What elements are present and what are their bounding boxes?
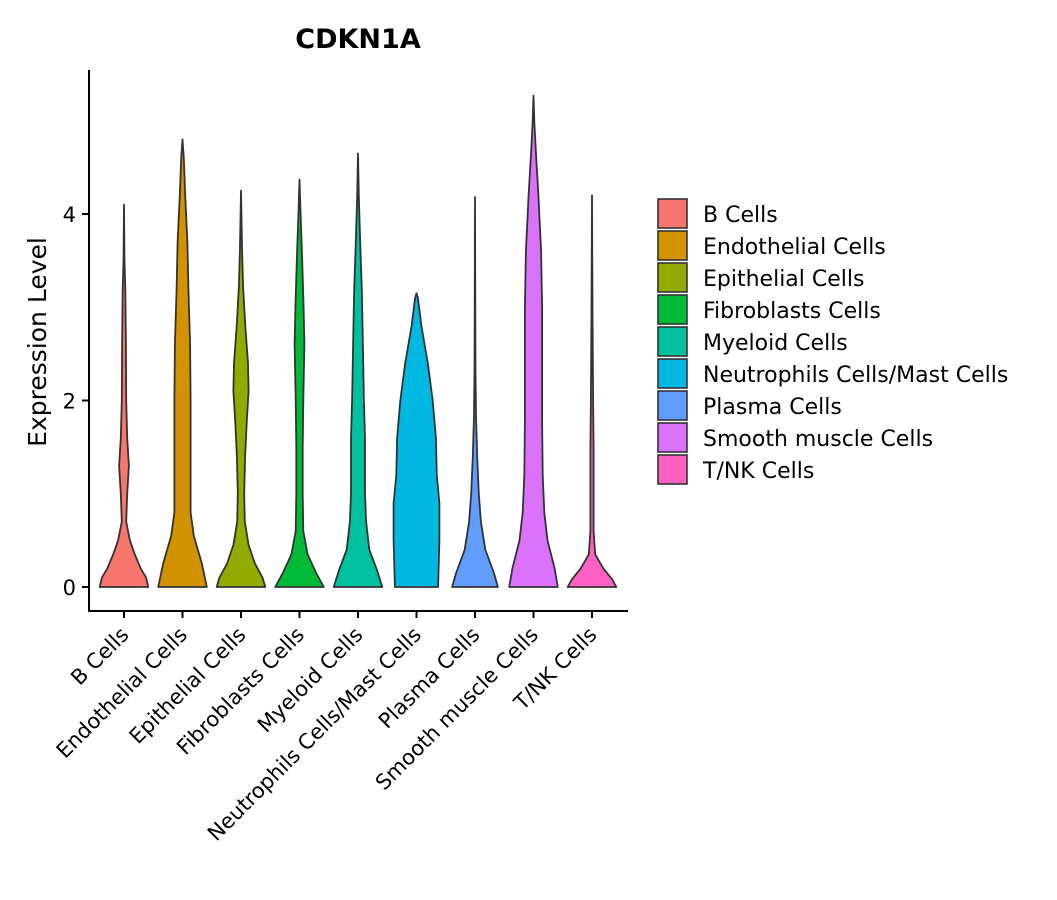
violin-neutrophils-cells-mast-cells: [392, 292, 441, 588]
violin-myeloid-cells: [332, 152, 384, 588]
violin-epithelial-cells: [215, 189, 267, 588]
violin-fibroblasts-cells: [274, 178, 325, 588]
y-axis-title: Expression Level: [23, 237, 52, 447]
violin-t-nk-cells: [566, 194, 618, 588]
violin-smooth-muscle-cells: [508, 94, 559, 588]
legend-key: [657, 390, 688, 421]
violin-b-cells: [98, 203, 150, 588]
legend-key: [657, 358, 688, 389]
legend-label: B Cells: [703, 203, 778, 228]
y-axis-ticks: 0 2 4: [63, 203, 89, 600]
y-tick-label: 2: [63, 390, 76, 414]
x-tick-label: Plasma Cells: [374, 623, 485, 734]
legend-label: Smooth muscle Cells: [703, 427, 933, 452]
legend-label: Myeloid Cells: [703, 331, 848, 356]
legend-label: Endothelial Cells: [703, 235, 886, 260]
x-tick-label: Neutrophils Cells/Mast Cells: [203, 623, 426, 846]
violin-endothelial-cells: [157, 138, 208, 588]
legend-label: Epithelial Cells: [703, 267, 864, 292]
legend-label: T/NK Cells: [702, 459, 814, 484]
legend-key: [657, 230, 688, 261]
chart-title: CDKN1A: [295, 24, 421, 55]
violin-plasma-cells: [451, 196, 499, 588]
legend-key: [657, 198, 688, 229]
legend-key: [657, 454, 688, 485]
y-tick-label: 0: [63, 576, 76, 600]
legend-key: [657, 262, 688, 293]
y-tick-label: 4: [63, 203, 76, 227]
legend-key: [657, 422, 688, 453]
legend-key: [657, 326, 688, 357]
legend-label: Neutrophils Cells/Mast Cells: [703, 363, 1008, 388]
legend: B Cells Endothelial Cells Epithelial Cells…: [657, 198, 1008, 485]
legend-label: Fibroblasts Cells: [703, 299, 881, 324]
legend-label: Plasma Cells: [703, 395, 842, 420]
plot-area: [98, 94, 618, 588]
legend-key: [657, 294, 688, 325]
